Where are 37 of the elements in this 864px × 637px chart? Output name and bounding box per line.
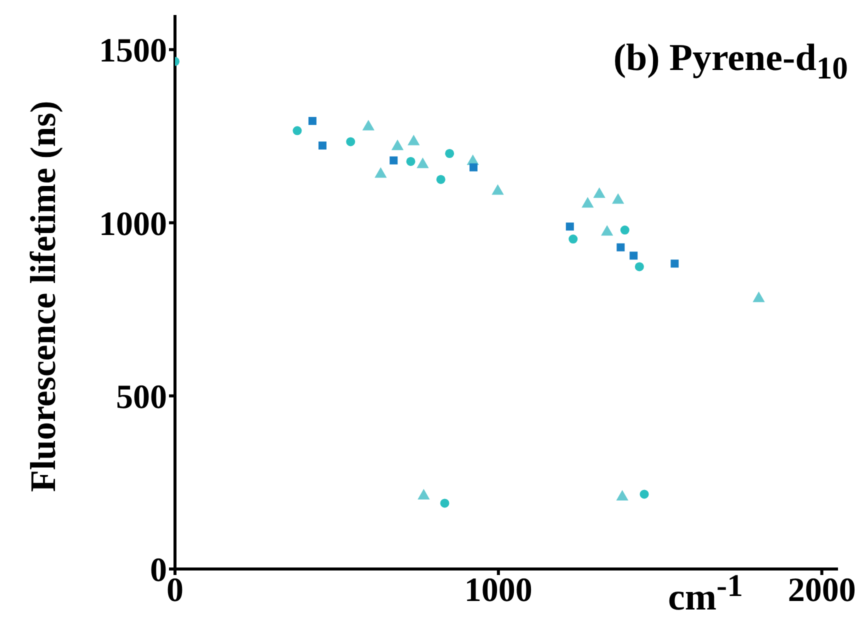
- point: [318, 142, 326, 150]
- y-axis-title: Fluorescence lifetime (ns): [22, 100, 63, 492]
- point: [445, 148, 454, 158]
- point: [612, 193, 624, 204]
- point: [308, 116, 316, 125]
- point: [416, 158, 429, 168]
- point: [391, 140, 404, 150]
- point: [440, 498, 450, 508]
- point: [292, 126, 302, 136]
- point: [568, 234, 578, 244]
- x-axis-title: cm$^{-1}$: [668, 568, 743, 620]
- point: [470, 163, 478, 172]
- point: [752, 292, 765, 302]
- point: [601, 225, 614, 236]
- point: [406, 156, 416, 166]
- x-tick-label: 1000: [464, 572, 532, 610]
- point: [670, 260, 679, 268]
- point: [630, 252, 638, 260]
- point: [620, 226, 630, 235]
- point: [436, 174, 446, 184]
- y-tick-label: 1500: [99, 32, 167, 70]
- point: [374, 167, 387, 178]
- point: [390, 156, 398, 164]
- point: [492, 184, 504, 195]
- x-tick-label: 2000: [788, 572, 856, 610]
- point: [640, 490, 649, 499]
- point: [566, 222, 574, 231]
- point: [593, 187, 606, 198]
- point: [346, 137, 356, 146]
- y-tick-label: 500: [116, 378, 167, 416]
- point: [582, 197, 594, 208]
- point: [634, 262, 644, 272]
- y-tick-label: 1000: [99, 206, 167, 243]
- text: (b) Pyrene-d$_{10}$: [613, 36, 848, 87]
- point: [408, 134, 420, 146]
- point: [616, 243, 625, 252]
- point: [362, 120, 374, 130]
